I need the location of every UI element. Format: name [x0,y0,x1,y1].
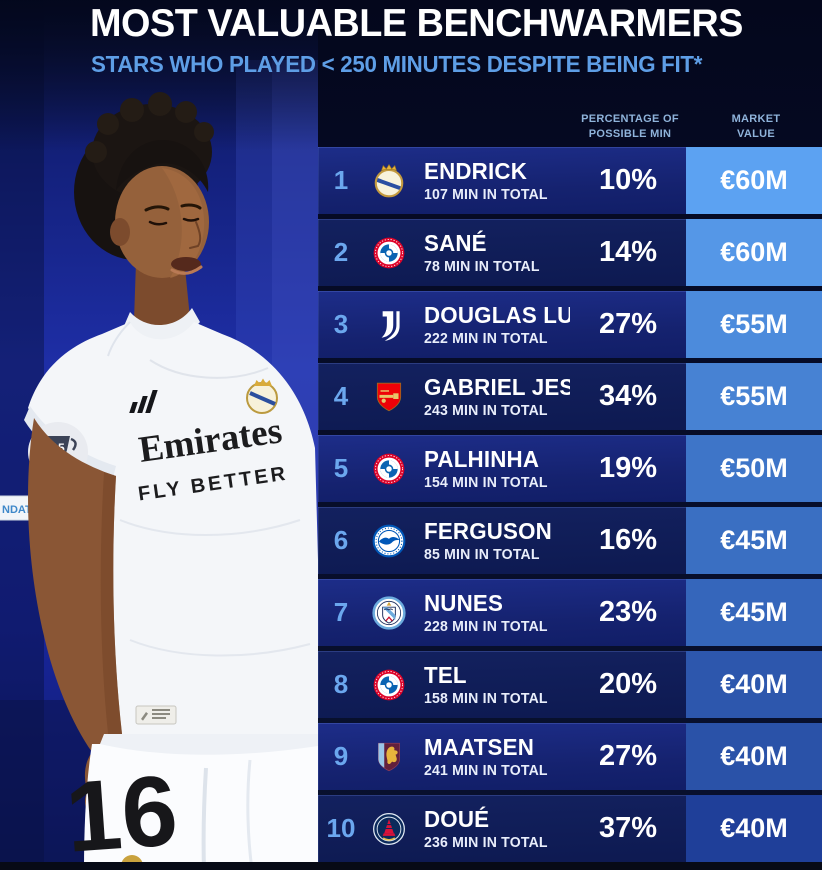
arsenal-crest-icon [364,379,414,415]
player-name: DOUÉ [424,806,490,832]
column-header-market-value: MARKET VALUE [700,112,812,142]
minutes-label: 222 MIN IN TOTAL [424,331,548,347]
table-row: 6 FERGUSON 85 MIN IN TOTAL 16% €45M [318,507,822,574]
aston-villa-crest-icon [364,739,414,775]
table-row: 3 DOUGLAS LUIZ 222 MIN IN TOTAL 27% €55M [318,291,822,358]
minutes-label: 241 MIN IN TOTAL [424,763,548,779]
rank-label: 3 [333,309,349,339]
ranking-table: 1 ENDRICK 107 MIN IN TOTAL 10% €60M 2 SANÉ 78 M… [318,147,822,862]
rank-label: 9 [333,741,349,771]
market-value: €40M [686,723,822,790]
player-name: MAATSEN [424,734,535,760]
percentage-value: 23% [598,596,658,628]
player-name: TEL [424,662,467,688]
player-cell: DOUÉ 236 MIN IN TOTAL [414,806,570,851]
percentage-header-line1: PERCENTAGE OF [581,113,679,125]
percentage-value: 37% [598,812,658,844]
rank-label: 2 [333,237,349,267]
percentage-header-line2: POSSIBLE MIN [588,127,672,140]
minutes-label: 236 MIN IN TOTAL [424,835,548,851]
rank-label: 1 [333,165,349,195]
market-value: €40M [686,795,822,862]
table-row: 2 SANÉ 78 MIN IN TOTAL 14% €60M [318,219,822,286]
market-value: €50M [686,435,822,502]
player-cell: NUNES 228 MIN IN TOTAL [414,590,570,635]
table-row: 5 PALHINHA 154 MIN IN TOTAL 19% €50M [318,435,822,502]
player-cell: DOUGLAS LUIZ 222 MIN IN TOTAL [414,302,570,347]
player-name: SANÉ [424,230,487,256]
page-subtitle: STARS WHO PLAYED < 250 MINUTES DESPITE B… [91,51,703,77]
percentage-value: 20% [598,668,658,700]
market-value: €55M [686,363,822,430]
table-row: 7 NUNES 228 MIN IN TOTAL 23% €45M [318,579,822,646]
player-cell: ENDRICK 107 MIN IN TOTAL [414,158,570,203]
real-madrid-crest-icon [364,163,414,199]
percentage-value: 10% [598,164,658,196]
column-header-percentage: PERCENTAGE OF POSSIBLE MIN [566,112,694,142]
bottom-bar [0,862,822,870]
table-row: 8 TEL 158 MIN IN TOTAL 20% €40M [318,651,822,718]
percentage-value: 16% [598,524,658,556]
rank-label: 5 [333,453,349,483]
player-name: DOUGLAS LUIZ [424,302,570,328]
value-header-line1: MARKET [731,113,781,125]
player-name: GABRIEL JESUS [424,374,570,400]
percentage-value: 19% [598,452,658,484]
rank-label: 10 [326,813,356,843]
rank-label: 8 [333,669,349,699]
value-header-line2: VALUE [737,127,775,140]
rank-label: 7 [333,597,349,627]
minutes-label: 158 MIN IN TOTAL [424,691,548,707]
bayern-crest-icon [364,451,414,487]
table-row: 10 DOUÉ 236 MIN IN TOTAL 37% €40M [318,795,822,862]
adidas-logo-icon [129,390,158,413]
minutes-label: 154 MIN IN TOTAL [424,475,548,491]
market-value: €55M [686,291,822,358]
player-cell: PALHINHA 154 MIN IN TOTAL [414,446,570,491]
table-row: 1 ENDRICK 107 MIN IN TOTAL 10% €60M [318,147,822,214]
man-city-crest-icon [364,595,414,631]
player-cell: TEL 158 MIN IN TOTAL [414,662,570,707]
percentage-value: 14% [598,236,658,268]
player-cell: MAATSEN 241 MIN IN TOTAL [414,734,570,779]
percentage-value: 27% [598,308,658,340]
market-value: €60M [686,147,822,214]
player-name: ENDRICK [424,158,528,184]
bayern-crest-icon [364,235,414,271]
real-madrid-chest-crest-icon [246,378,278,414]
page-title: MOST VALUABLE BENCHWARMERS [90,2,743,45]
player-photo: 15 NDATION Emirates FLY BETTER [0,0,318,870]
table-row: 4 GABRIEL JESUS 243 MIN IN TOTAL 34% €55M [318,363,822,430]
juventus-crest-icon [364,307,414,343]
shorts-number: 16 [62,754,181,870]
player-cell: SANÉ 78 MIN IN TOTAL [414,230,570,275]
minutes-label: 78 MIN IN TOTAL [424,259,540,275]
percentage-value: 27% [598,740,658,772]
player-name: NUNES [424,590,504,616]
market-value: €60M [686,219,822,286]
bayern-crest-icon [364,667,414,703]
rank-label: 6 [333,525,349,555]
market-value: €45M [686,507,822,574]
percentage-value: 34% [598,380,658,412]
table-row: 9 MAATSEN 241 MIN IN TOTAL 27% €40M [318,723,822,790]
minutes-label: 243 MIN IN TOTAL [424,403,548,419]
player-cell: GABRIEL JESUS 243 MIN IN TOTAL [414,374,570,419]
rank-label: 4 [333,381,349,411]
player-name: PALHINHA [424,446,540,472]
market-value: €40M [686,651,822,718]
market-value: €45M [686,579,822,646]
psg-crest-icon [364,811,414,847]
minutes-label: 107 MIN IN TOTAL [424,187,548,203]
player-name: FERGUSON [424,518,552,544]
brighton-crest-icon [364,523,414,559]
player-figure: 15 NDATION Emirates FLY BETTER [0,92,318,870]
minutes-label: 85 MIN IN TOTAL [424,547,540,563]
minutes-label: 228 MIN IN TOTAL [424,619,548,635]
player-cell: FERGUSON 85 MIN IN TOTAL [414,518,570,563]
shorts-tag-icon [135,705,177,725]
